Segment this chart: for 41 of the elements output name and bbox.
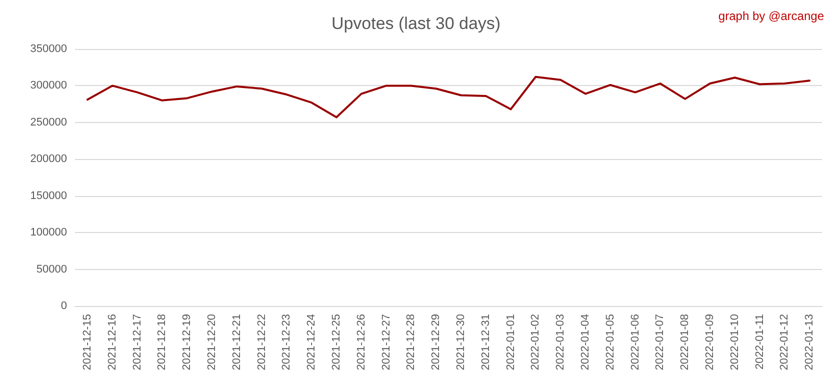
x-tick-label: 2022-01-06 <box>629 314 642 370</box>
x-tick-label: 2022-01-13 <box>804 314 816 370</box>
y-tick-label: 300000 <box>30 80 67 92</box>
x-tick-label: 2021-12-28 <box>405 314 418 370</box>
x-tick-label: 2022-01-11 <box>754 314 766 370</box>
x-tick-label: 2022-01-03 <box>554 314 567 370</box>
x-tick-label: 2022-01-09 <box>704 314 716 370</box>
x-tick-label: 2021-12-19 <box>181 314 194 370</box>
y-tick-label: 350000 <box>30 43 67 55</box>
x-tick-label: 2022-01-08 <box>679 314 692 370</box>
x-tick-label: 2021-12-15 <box>81 314 94 370</box>
x-tick-label: 2021-12-16 <box>106 314 118 370</box>
x-tick-label: 2021-12-20 <box>206 314 218 370</box>
x-tick-label: 2021-12-26 <box>355 314 368 370</box>
x-tick-label: 2021-12-18 <box>156 314 168 370</box>
x-tick-label: 2021-12-29 <box>430 314 442 370</box>
x-tick-label: 2022-01-04 <box>579 314 592 370</box>
y-tick-label: 50000 <box>36 263 67 276</box>
x-tick-label: 2021-12-22 <box>256 314 268 370</box>
x-tick-label: 2021-12-25 <box>330 314 342 370</box>
x-tick-label: 2022-01-12 <box>778 314 791 370</box>
x-tick-label: 2022-01-07 <box>654 314 666 370</box>
chart-title: Upvotes (last 30 days) <box>331 14 501 33</box>
x-tick-label: 2021-12-27 <box>380 314 392 370</box>
x-tick-label: 2021-12-30 <box>454 314 467 370</box>
x-tick-label: 2021-12-31 <box>480 314 492 370</box>
y-tick-label: 200000 <box>30 153 67 166</box>
y-tick-label: 250000 <box>30 116 67 128</box>
x-tick-label: 2022-01-05 <box>604 314 616 370</box>
x-tick-label: 2022-01-01 <box>504 314 517 370</box>
line-series <box>86 76 811 118</box>
text: graph by @arcange <box>718 9 824 23</box>
y-tick-label: 100000 <box>30 226 67 239</box>
x-tick-label: 2021-12-23 <box>280 314 293 370</box>
y-tick-label: 0 <box>60 300 67 312</box>
x-tick-label: 2022-01-10 <box>728 314 741 370</box>
x-tick-label: 2022-01-02 <box>530 314 542 370</box>
x-tick-label: 2021-12-21 <box>230 314 243 370</box>
x-tick-label: 2021-12-24 <box>306 314 318 370</box>
y-tick-label: 150000 <box>30 190 67 202</box>
x-tick-label: 2021-12-17 <box>131 314 144 370</box>
